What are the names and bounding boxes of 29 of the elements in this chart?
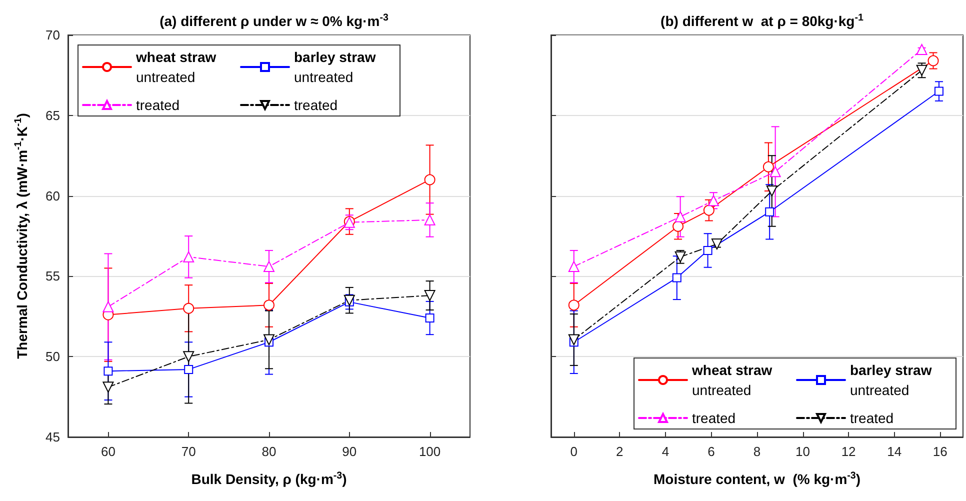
- y-tick-label: 50: [46, 349, 60, 364]
- x-tick-label: 4: [662, 444, 670, 459]
- x-tick-label: 14: [887, 444, 902, 459]
- y-tick-label: 70: [46, 28, 60, 42]
- x-tick-label: 16: [932, 444, 948, 459]
- legend-label: treated: [692, 410, 736, 426]
- legend-label: treated: [294, 97, 338, 113]
- y-tick-label: 55: [46, 268, 60, 284]
- legend-label: wheat straw untreated: [691, 362, 772, 398]
- x-tick-label: 100: [418, 444, 441, 459]
- y-tick-label: 65: [46, 108, 60, 123]
- x-tick-label: 10: [796, 444, 810, 459]
- x-tick-label: 90: [342, 444, 357, 459]
- x-tick-label: 12: [841, 444, 856, 459]
- legend-label: barley straw untreated: [294, 49, 376, 85]
- y-tick-label: 60: [46, 188, 60, 204]
- x-tick-label: 8: [753, 444, 761, 459]
- y-tick-label: 45: [46, 430, 60, 444]
- legend-label: treated: [850, 410, 894, 426]
- x-tick-label: 70: [181, 444, 196, 459]
- x-tick-label: 80: [262, 444, 276, 459]
- x-tick-label: 2: [616, 444, 624, 459]
- y-axis-title: Thermal Conductivity, λ (mW·m-1·K-1): [13, 113, 30, 359]
- x-tick-label: 60: [100, 444, 116, 459]
- x-tick-label: 6: [708, 444, 715, 459]
- legend-label: treated: [136, 97, 180, 113]
- legend-label: barley straw untreated: [850, 362, 932, 398]
- x-tick-label: 0: [570, 444, 578, 459]
- legend-label: wheat straw untreated: [135, 49, 216, 85]
